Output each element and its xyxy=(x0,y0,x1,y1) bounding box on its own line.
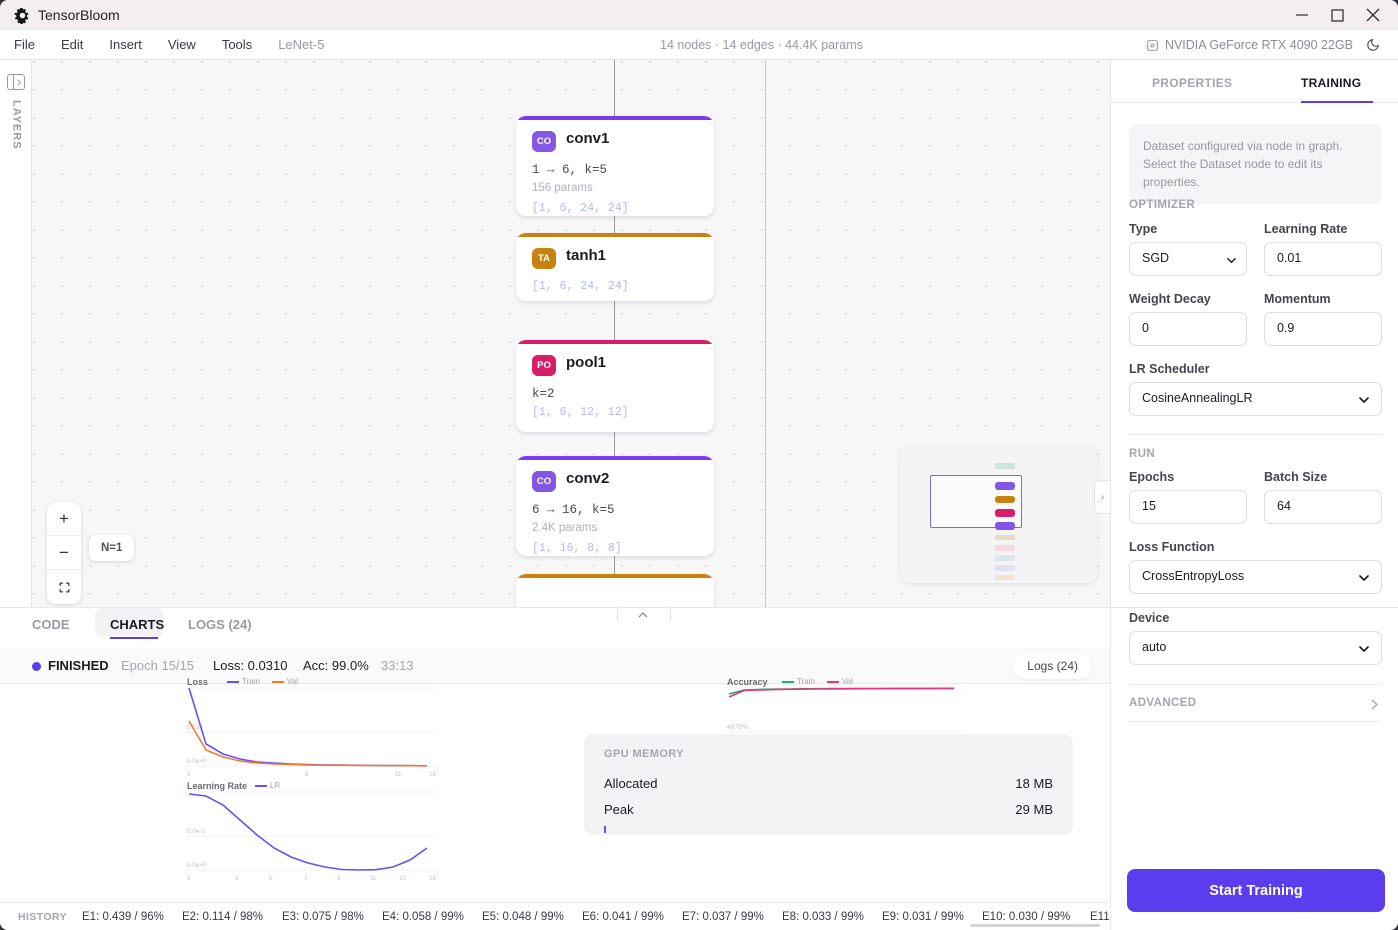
svg-text:9: 9 xyxy=(337,875,341,880)
svg-text:49.75%: 49.75% xyxy=(727,724,749,731)
svg-text:15: 15 xyxy=(429,771,437,776)
svg-text:11: 11 xyxy=(395,771,402,776)
svg-text:3: 3 xyxy=(235,875,239,880)
svg-text:99.5%: 99.5% xyxy=(727,686,745,687)
svg-text:0.0e+0: 0.0e+0 xyxy=(187,862,207,869)
svg-text:5: 5 xyxy=(269,875,273,880)
svg-text:0.439: 0.439 xyxy=(187,686,203,687)
svg-text:7: 7 xyxy=(304,875,308,880)
svg-text:5.0e-3: 5.0e-3 xyxy=(187,828,205,835)
svg-text:0.0e+0: 0.0e+0 xyxy=(187,758,207,765)
svg-text:1.0e-2: 1.0e-2 xyxy=(187,790,205,791)
svg-text:15: 15 xyxy=(429,875,437,880)
svg-text:6: 6 xyxy=(305,771,309,776)
svg-text:11: 11 xyxy=(370,875,377,880)
svg-text:13: 13 xyxy=(399,875,407,880)
svg-text:1: 1 xyxy=(187,771,191,776)
svg-text:1: 1 xyxy=(187,875,191,880)
